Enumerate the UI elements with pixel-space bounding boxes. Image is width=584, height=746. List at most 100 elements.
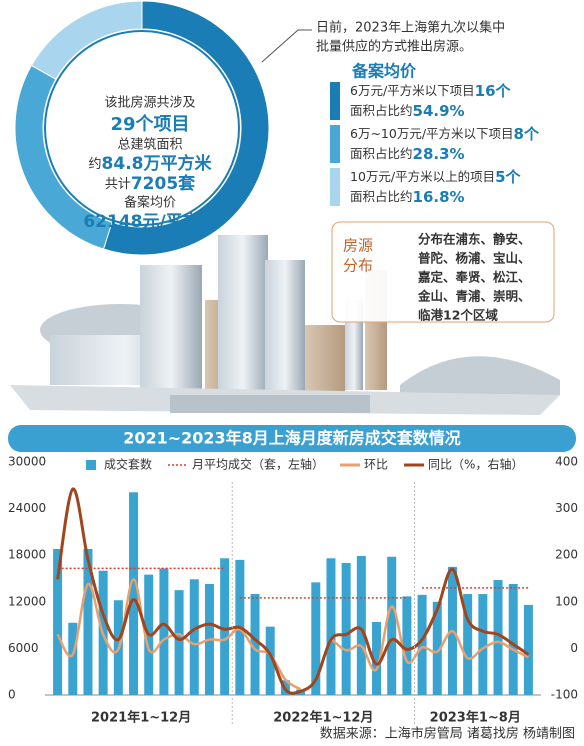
- bar: [311, 582, 321, 695]
- bar: [326, 558, 336, 695]
- x-group-label: 2021年1~12月: [91, 710, 191, 726]
- district-box: [331, 221, 555, 323]
- line: [56, 487, 530, 695]
- summary-area: 约84.8万平方米: [89, 153, 213, 174]
- bar: [356, 555, 366, 695]
- y2-tick-label: 400: [555, 455, 578, 469]
- donut-slice: [102, 0, 270, 256]
- summary-projects: 29个项目: [110, 113, 189, 135]
- legend-label: 同比（%，右轴）: [428, 457, 523, 472]
- summary-line: 总建筑面积: [117, 137, 182, 153]
- district-line: 分布在浦东、静安、: [418, 232, 531, 247]
- legend-swatch: [86, 460, 96, 470]
- y2-tick-label: -100: [551, 688, 578, 702]
- bar: [478, 594, 488, 695]
- bar: [220, 558, 230, 695]
- legend-category: 6万~10万元/平方米以下项目: [350, 126, 514, 141]
- bar: [493, 580, 503, 695]
- y-tick-label: 30000: [8, 455, 46, 469]
- summary-line: 该批房源共涉及: [104, 95, 195, 111]
- donut-slice: [30, 0, 143, 80]
- legend-count: 8个: [514, 125, 540, 143]
- summary-units: 共计7205套: [105, 173, 196, 194]
- bar: [387, 556, 397, 695]
- district-line: 临港12个区域: [418, 308, 498, 323]
- bar: [265, 626, 275, 695]
- legend-swatch: [330, 168, 340, 206]
- legend-category: 10万元/平方米以上的项目: [350, 169, 495, 184]
- source: 数据来源：上海市房管局 诸葛找房 杨靖制图: [320, 726, 575, 742]
- y2-tick-label: 200: [555, 548, 578, 562]
- chart-title: 2021~2023年8月上海月度新房成交套数情况: [123, 429, 461, 448]
- district-title: 房源: [343, 237, 373, 255]
- share-prefix: 面积占比约: [350, 146, 413, 161]
- bar: [341, 562, 351, 695]
- summary-price: 62148元/平方米: [83, 211, 217, 232]
- y-tick-label: 12000: [8, 594, 46, 608]
- y2-tick-label: 0: [570, 641, 578, 655]
- share-prefix: 面积占比约: [350, 189, 413, 204]
- share-value: 28.3%: [413, 145, 465, 163]
- legend-category: 6万元/平方米以下项目: [350, 83, 475, 98]
- district-title: 分布: [343, 257, 373, 275]
- y-tick-label: 0: [8, 688, 16, 702]
- bar: [372, 621, 382, 695]
- share-value: 16.8%: [413, 188, 465, 206]
- summary: 该批房源共涉及 29个项目 总建筑面积 约84.8万平方米 共计7205套 备案…: [83, 95, 217, 233]
- bar: [402, 596, 412, 695]
- legend-share: 面积占比约54.9%: [350, 102, 465, 120]
- donut-hole: [44, 30, 240, 226]
- y-tick-label: 24000: [8, 501, 46, 515]
- summary-value: 7205套: [131, 173, 196, 194]
- bar: [417, 594, 427, 695]
- bar: [189, 579, 199, 695]
- legend-share: 面积占比约28.3%: [350, 145, 465, 163]
- city-illustration: [10, 235, 560, 415]
- legend-label: 月平均成交（套，左轴）: [192, 457, 324, 472]
- legend-count: 5个: [495, 168, 521, 186]
- summary-prefix: 约: [89, 157, 102, 172]
- bar: [159, 568, 169, 695]
- summary-value: 84.8万平方米: [102, 153, 213, 174]
- legend-label: 6万~10万元/平方米以下项目8个: [350, 125, 540, 143]
- legend-label: 10万元/平方米以上的项目5个: [350, 168, 522, 186]
- share-prefix: 面积占比约: [350, 103, 413, 118]
- district-line: 嘉定、奉贤、松江、: [417, 270, 531, 285]
- note-leader: [261, 29, 312, 63]
- bar: [463, 594, 473, 695]
- district-line: 普陀、杨浦、宝山、: [418, 251, 531, 266]
- bar: [250, 594, 260, 695]
- y-tick-label: 18000: [8, 548, 46, 562]
- bar: [53, 548, 63, 695]
- line: [56, 578, 302, 691]
- legend-count: 16个: [475, 82, 512, 100]
- district-line: 金山、青浦、崇明、: [417, 289, 531, 304]
- share-value: 54.9%: [413, 102, 465, 120]
- bar: [523, 604, 533, 695]
- legend-swatch: [330, 82, 340, 120]
- legend-label: 6万元/平方米以下项目16个: [350, 82, 512, 100]
- legend-title: 备案均价: [351, 62, 417, 81]
- x-group-label: 2022年1~12月: [273, 710, 373, 726]
- bar: [174, 590, 184, 695]
- note: 日前，2023年上海第九次以集中: [316, 20, 505, 36]
- y2-tick-label: 100: [555, 594, 578, 608]
- legend-label: 成交套数: [104, 457, 152, 472]
- note: 批量供应的方式推出房源。: [316, 39, 472, 55]
- bar: [432, 601, 442, 695]
- line: [330, 605, 529, 672]
- bar: [83, 548, 93, 695]
- y-tick-label: 6000: [8, 641, 39, 655]
- legend-swatch: [330, 125, 340, 163]
- x-group-label: 2023年1~8月: [430, 710, 521, 726]
- bar: [508, 583, 518, 695]
- district-list: 分布在浦东、静安、普陀、杨浦、宝山、嘉定、奉贤、松江、金山、青浦、崇明、临港12…: [417, 232, 531, 323]
- summary-prefix: 共计: [105, 177, 131, 192]
- legend-share: 面积占比约16.8%: [350, 188, 465, 206]
- chart-title-band: [8, 425, 576, 452]
- legend-label: 环比: [364, 458, 388, 472]
- bar: [68, 622, 78, 695]
- summary-line: 备案均价: [124, 195, 176, 211]
